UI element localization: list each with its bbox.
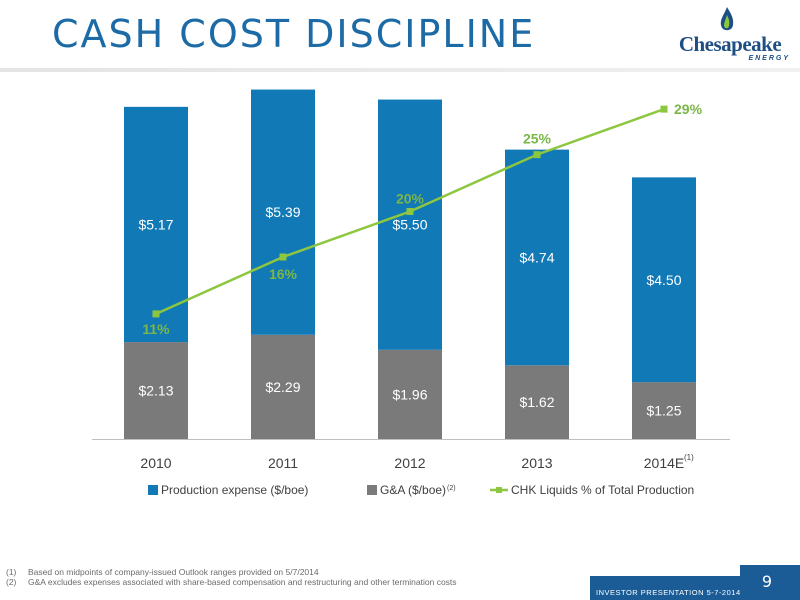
logo-text: Chesapeake	[678, 32, 782, 56]
data-label-production: $4.74	[519, 249, 554, 265]
company-logo: Chesapeake ENERGY	[668, 6, 792, 68]
bar-ga	[505, 365, 569, 439]
page-number: 9	[761, 572, 773, 591]
footnote-1: (1) Based on midpoints of company-issued …	[6, 567, 457, 577]
flame-icon	[720, 7, 734, 31]
footnotes: (1) Based on midpoints of company-issued …	[6, 567, 457, 587]
x-tick-label: 2014E	[644, 455, 684, 471]
x-tick-superscript: (1)	[684, 453, 694, 462]
bar-production	[378, 99, 442, 350]
x-tick-label: 2012	[394, 455, 425, 471]
bar-production	[124, 106, 188, 343]
slide-title: CASH COST DISCIPLINE	[52, 12, 536, 56]
liquids-label: 20%	[396, 191, 425, 207]
footnote-2: (2) G&A excludes expenses associated with…	[6, 577, 457, 587]
x-tick-label: 2013	[521, 455, 552, 471]
data-label-ga: $1.62	[519, 394, 554, 410]
liquids-point	[660, 105, 668, 113]
footnote-text: Based on midpoints of company-issued Out…	[28, 567, 319, 577]
data-label-production: $4.50	[646, 272, 681, 288]
legend-swatch-marker	[496, 487, 502, 493]
legend-swatch	[367, 485, 377, 495]
x-tick-label: 2010	[140, 455, 171, 471]
bar-ga	[251, 334, 315, 439]
liquids-label: 11%	[142, 321, 170, 337]
legend-label: Production expense ($/boe)	[161, 483, 308, 497]
footer-label: INVESTOR PRESENTATION 5-7-2014	[596, 588, 741, 597]
logo-subtext: ENERGY	[748, 55, 790, 62]
data-label-ga: $1.96	[392, 386, 427, 402]
data-label-production: $5.39	[265, 204, 300, 220]
legend-superscript: (2)	[447, 485, 456, 492]
liquids-label: 25%	[523, 131, 552, 147]
footnote-number: (1)	[6, 567, 17, 577]
header-band	[0, 0, 800, 72]
bar-ga	[632, 382, 696, 439]
liquids-point	[533, 151, 541, 159]
legend-swatch	[148, 485, 158, 495]
x-tick-label: 2011	[268, 455, 298, 471]
legend-label: G&A ($/boe)	[380, 483, 446, 497]
page-tab	[740, 565, 800, 600]
liquids-point	[406, 208, 414, 215]
bar-ga	[378, 349, 442, 439]
liquids-label: 16%	[269, 266, 298, 282]
liquids-label: 29%	[674, 101, 703, 117]
data-label-production: $5.17	[138, 216, 173, 232]
cost-chart: $2.13 $5.17 2010 $2.29 $5.39 2011 $1.96 $5.50 20…	[92, 89, 730, 497]
data-label-ga: $2.29	[265, 379, 300, 395]
data-label-ga: $1.25	[646, 403, 681, 419]
bar-production	[251, 89, 315, 335]
liquids-point	[152, 310, 160, 318]
data-label-production: $5.50	[392, 217, 427, 233]
liquids-point	[279, 253, 287, 261]
bar-ga	[124, 342, 188, 439]
footnote-text: G&A excludes expenses associated with sh…	[28, 577, 457, 587]
data-label-ga: $2.13	[138, 383, 173, 399]
footnote-number: (2)	[6, 577, 17, 587]
bar-production	[632, 177, 696, 383]
bar-production	[505, 149, 569, 366]
legend-label: CHK Liquids % of Total Production	[511, 483, 694, 497]
